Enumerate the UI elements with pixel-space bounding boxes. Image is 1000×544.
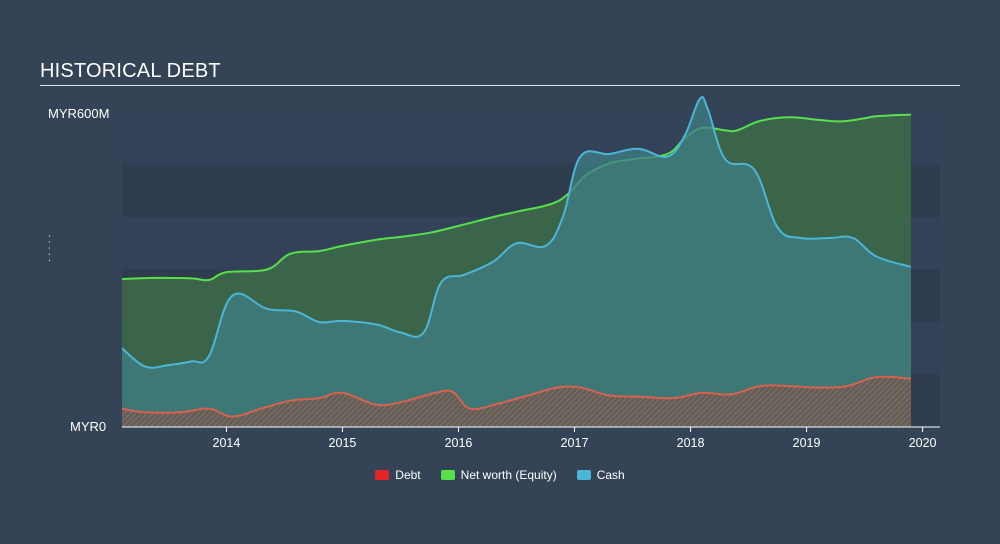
title-divider xyxy=(40,85,960,86)
x-tick-label: 2019 xyxy=(793,436,821,450)
x-tick-label: 2014 xyxy=(213,436,241,450)
legend-swatch-net-worth xyxy=(440,470,455,480)
legend-item-debt[interactable]: Debt xyxy=(375,468,421,482)
series-debt-area xyxy=(122,376,911,427)
x-tick-label: 2015 xyxy=(329,436,357,450)
x-tick-label: 2018 xyxy=(677,436,705,450)
legend-label-debt: Debt xyxy=(395,468,421,482)
legend-swatch-cash xyxy=(576,470,591,480)
legend-label-cash: Cash xyxy=(596,468,625,482)
legend-item-net-worth[interactable]: Net worth (Equity) xyxy=(440,468,557,482)
legend-item-cash[interactable]: Cash xyxy=(576,468,625,482)
series-cash-line xyxy=(121,96,912,369)
series-net-worth-line xyxy=(121,113,912,282)
legend-swatch-debt xyxy=(375,470,390,480)
area-layer xyxy=(121,96,912,427)
series-cash-area xyxy=(122,97,911,427)
x-tick-label: 2017 xyxy=(561,436,589,450)
y-axis-max-label: MYR600M xyxy=(48,106,110,121)
x-tick-label: 2016 xyxy=(445,436,473,450)
y-axis-min-label: MYR0 xyxy=(70,419,107,434)
legend-label-net-worth: Net worth (Equity) xyxy=(460,468,557,482)
x-tick-label: 2020 xyxy=(909,436,937,450)
legend: Debt Net worth (Equity) Cash xyxy=(0,468,1000,482)
x-axis: 2014 2015 2016 2017 2018 2019 2020 xyxy=(122,426,940,450)
chart-title: HISTORICAL DEBT xyxy=(40,60,221,82)
series-debt-line xyxy=(121,375,912,418)
